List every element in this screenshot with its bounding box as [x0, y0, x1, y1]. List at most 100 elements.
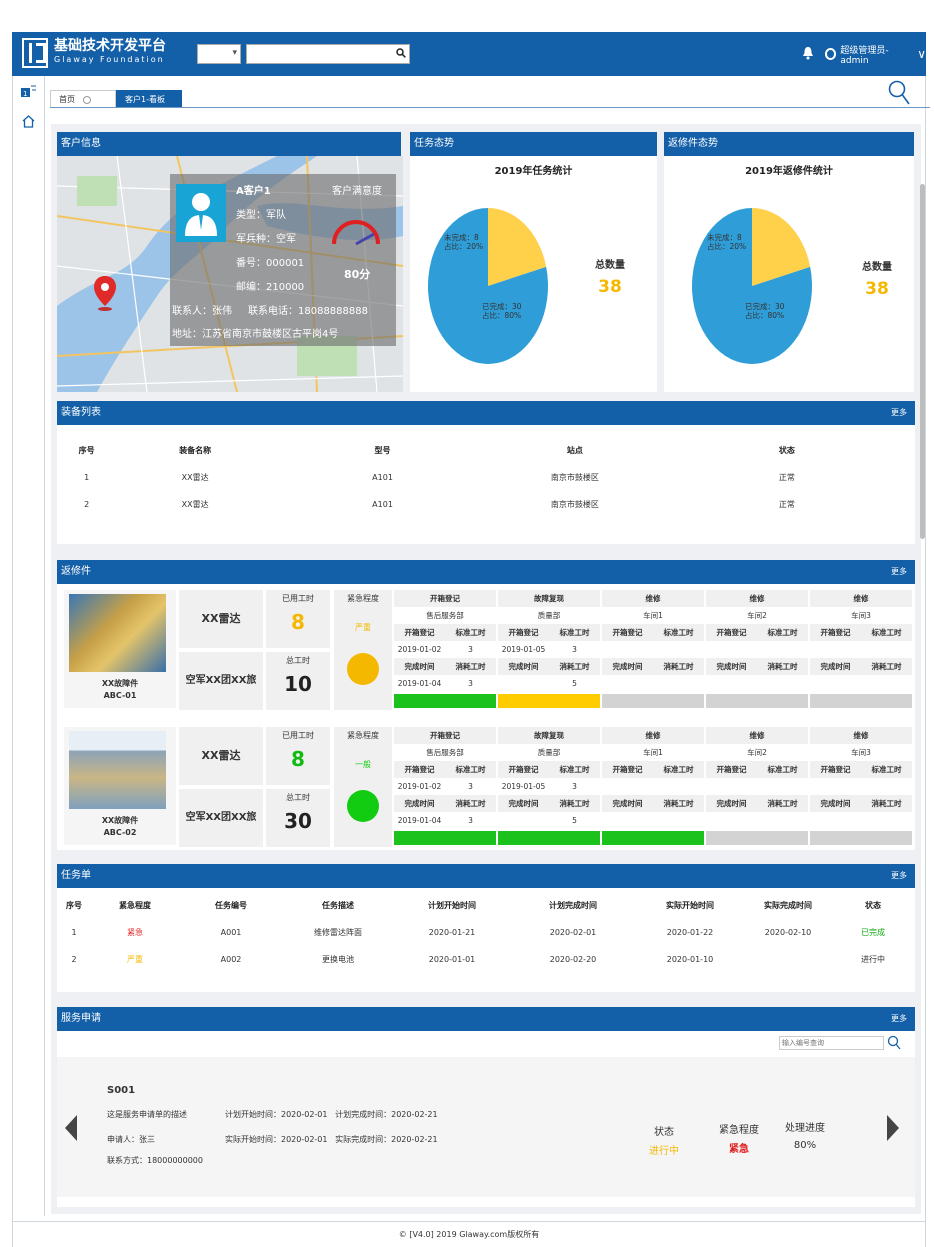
scrollbar[interactable]: [920, 184, 925, 539]
stage-progress-bar: [498, 831, 600, 845]
stage-sub-header: 完成时间 消耗工时: [706, 658, 808, 675]
sub-label: 开箱登记: [716, 765, 747, 774]
user-menu[interactable]: 超级管理员-admin ∨: [825, 45, 926, 66]
std-hours: [757, 778, 808, 795]
equipment-panel: 装备列表 更多 序号 装备名称 型号 站点 状态 1 XX雷达 A101 南京市鼓…: [57, 401, 915, 544]
stage-sub-header: 完成时间 消耗工时: [602, 795, 704, 812]
table-cell: 严重: [127, 955, 143, 964]
stage-progress-bar: [706, 694, 808, 708]
used-hours: 已用工时 8: [266, 590, 330, 648]
panel-title: 返修件: [61, 566, 91, 577]
stage-values: [810, 675, 912, 692]
stage-values: [706, 778, 808, 795]
table-row[interactable]: 1 紧急 A001 维修雷达阵面 2020-01-21 2020-02-01 2020-01…: [57, 919, 915, 946]
tab-home[interactable]: 首页: [50, 90, 116, 107]
stage-sub-header: 完成时间 消耗工时: [706, 795, 808, 812]
table-cell: A002: [220, 955, 242, 964]
column-header: 实际开始时间: [666, 901, 714, 910]
bell-icon[interactable]: [802, 46, 814, 60]
search-icon[interactable]: [887, 1035, 901, 1050]
column-header: 任务编号: [215, 901, 247, 910]
sub-label: 标准工时: [871, 628, 902, 637]
stage-sub-header: 开箱登记 标准工时: [498, 624, 600, 641]
std-hours: 3: [468, 782, 473, 791]
cost-hours: [757, 812, 808, 829]
sub-label: 标准工时: [559, 765, 590, 774]
start-date: [706, 778, 757, 795]
start-date: 2019-01-05: [501, 645, 546, 654]
table-cell: 2: [84, 500, 90, 509]
std-hours: [757, 641, 808, 658]
process-stage: 开箱登记 售后服务部 开箱登记 标准工时 2019-01-02 3 完成时间 消耗工时 2019…: [394, 727, 496, 845]
repair-item[interactable]: XX故障件 ABC-02 XX雷达 空军XX团XX旅 已用工时 8 总工时 30 紧急程度 一般开…: [64, 727, 912, 851]
sub-label: 消耗工时: [455, 799, 486, 808]
end-date: [602, 675, 653, 692]
sub-label: 开箱登记: [820, 765, 851, 774]
tab-customer-board[interactable]: 客户1-看板: [116, 90, 182, 121]
stage-progress-bar: [602, 831, 704, 845]
stage-sub-header: 开箱登记 标准工时: [706, 624, 808, 641]
repair-item[interactable]: XX故障件 ABC-01 XX雷达 空军XX团XX旅 已用工时 8 总工时 10 紧急程度 严重开…: [64, 590, 912, 714]
urgency-label: 紧急程度: [719, 1125, 759, 1136]
table-cell: 正常: [778, 500, 795, 509]
start-date: [810, 641, 861, 658]
pie-slice-未完成[interactable]: [752, 208, 811, 286]
pie-slice-未完成[interactable]: [488, 208, 547, 286]
customer-info-card: A客户1 类型：军队 军兵种：空军 番号：000001 邮编：210000 联系…: [170, 174, 396, 346]
stage-progress-bar: [394, 831, 496, 845]
end-date: [810, 675, 861, 692]
stage-dept: 车间1: [643, 748, 663, 757]
menu-toggle-icon[interactable]: 1: [21, 84, 37, 98]
close-icon[interactable]: [83, 95, 91, 104]
stage-values: [706, 675, 808, 692]
arrow-right-icon[interactable]: [887, 1115, 899, 1141]
used-hours: 已用工时 8: [266, 727, 330, 785]
search-type-select[interactable]: [197, 44, 241, 64]
process-stage: 故障复现 质量部 开箱登记 标准工时 2019-01-05 3 完成时间 消耗工时 5: [498, 727, 600, 845]
cost-hours: [653, 812, 704, 829]
stage-dept: 车间1: [643, 611, 663, 620]
stage-progress-bar: [498, 694, 600, 708]
pie-slice-已完成[interactable]: [692, 208, 812, 364]
stage-values: 2019-01-04 3: [394, 675, 496, 692]
unit-name: 空军XX团XX旅: [179, 789, 263, 847]
more-link[interactable]: 更多: [891, 1014, 907, 1023]
close-icon[interactable]: [133, 112, 141, 121]
table-row[interactable]: 1 XX雷达 A101 南京市鼓楼区 正常: [57, 464, 915, 491]
cost-hours: 3: [468, 816, 473, 825]
cost-hours: [861, 675, 912, 692]
search-icon[interactable]: [396, 48, 406, 58]
stage-sub-header: 开箱登记 标准工时: [394, 624, 496, 641]
stage-values: 2019-01-05 3: [498, 778, 600, 795]
total-label: 总数量: [595, 260, 625, 271]
header-search-input[interactable]: [246, 44, 410, 64]
panel-title: 任务单: [61, 870, 91, 881]
more-link[interactable]: 更多: [891, 871, 907, 880]
search-icon[interactable]: [888, 80, 910, 106]
arrow-left-icon[interactable]: [65, 1115, 77, 1141]
table-cell: 1: [84, 473, 90, 482]
stage-sub-header: 开箱登记 标准工时: [810, 761, 912, 778]
map-pin-icon[interactable]: [93, 276, 117, 312]
start-date: 2019-01-05: [501, 782, 546, 791]
more-link[interactable]: 更多: [891, 408, 907, 417]
table-row[interactable]: 2 严重 A002 更换电池 2020-01-01 2020-02-20 2020-01-1…: [57, 946, 915, 973]
table-header: 序号 装备名称 型号 站点 状态: [57, 437, 915, 464]
customer-branch: 军兵种：空军: [236, 234, 296, 245]
service-search-input[interactable]: [779, 1036, 884, 1050]
table-cell: 紧急: [127, 928, 143, 937]
customer-panel: 客户信息 A客户1 类型：军队 军兵种：空军 番号：000001 邮编：2100…: [57, 132, 403, 392]
more-link[interactable]: 更多: [891, 567, 907, 576]
service-id[interactable]: S001: [107, 1085, 136, 1096]
pie-slice-已完成[interactable]: [428, 208, 548, 364]
table-row[interactable]: 2 XX雷达 A101 南京市鼓楼区 正常: [57, 491, 915, 518]
footer: © [V4.0] 2019 Glaway.com版权所有: [12, 1221, 926, 1240]
pie-label-unfinished: 未完成：8 占比：20%: [707, 233, 746, 251]
sub-label: 完成时间: [404, 662, 435, 671]
process-stage: 维修 车间1 开箱登记 标准工时 完成时间 消耗工时: [602, 727, 704, 845]
task-table: 序号 紧急程度 任务编号 任务描述 计划开始时间 计划完成时间 实际开始时间 实际完成时间 状态…: [57, 892, 915, 973]
home-icon[interactable]: [21, 114, 36, 129]
stage-dept: 车间2: [747, 611, 767, 620]
sub-label: 开箱登记: [508, 628, 539, 637]
part-code: ABC-01: [103, 691, 137, 700]
